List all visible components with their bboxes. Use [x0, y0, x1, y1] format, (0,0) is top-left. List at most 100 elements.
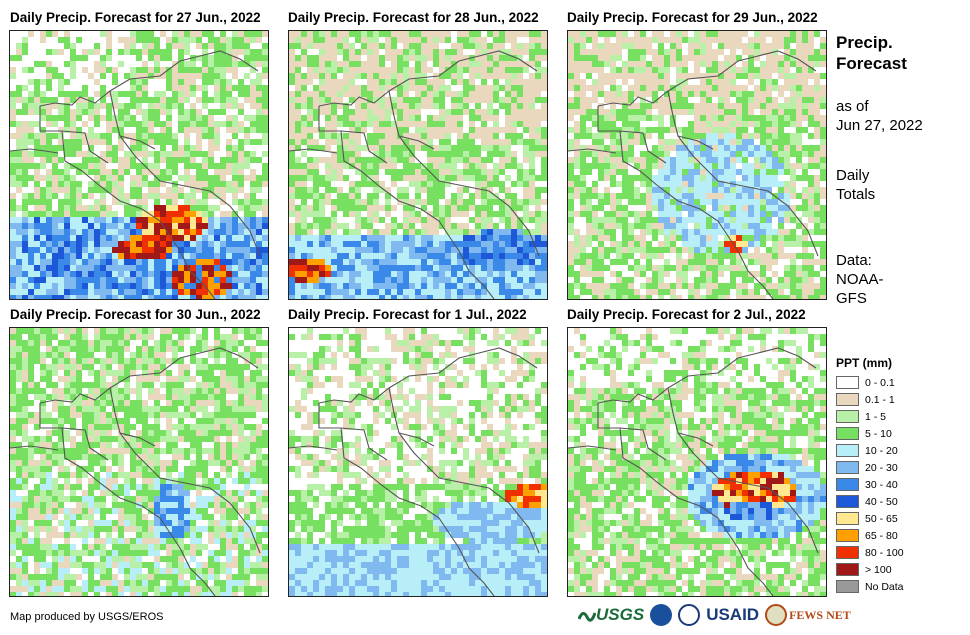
- precip-cell: [178, 295, 184, 299]
- precip-cell: [634, 37, 640, 43]
- precip-cell: [397, 43, 403, 49]
- precip-cell: [166, 139, 172, 145]
- precip-cell: [160, 145, 166, 151]
- precip-cell: [445, 181, 451, 187]
- precip-cell: [391, 229, 397, 235]
- precip-cell: [361, 133, 367, 139]
- precip-cell: [634, 103, 640, 109]
- precip-cell: [82, 97, 88, 103]
- precip-cell: [94, 205, 100, 211]
- precip-cell: [76, 247, 82, 253]
- precip-cell: [118, 193, 124, 199]
- precip-cell: [301, 97, 307, 103]
- precip-cell: [610, 61, 616, 67]
- precip-cell: [814, 115, 820, 121]
- precip-cell: [202, 31, 208, 37]
- precip-cell: [349, 55, 355, 61]
- precip-cell: [118, 259, 124, 265]
- precip-cell: [409, 235, 415, 241]
- precip-cell: [40, 127, 46, 133]
- precip-cell: [397, 103, 403, 109]
- precip-cell: [724, 157, 730, 163]
- precip-cell: [808, 73, 814, 79]
- precip-cell: [373, 43, 379, 49]
- precip-cell: [808, 115, 814, 121]
- precip-cell: [46, 79, 52, 85]
- precip-cell: [166, 193, 172, 199]
- precip-cell: [517, 163, 523, 169]
- precip-cell: [94, 259, 100, 265]
- precip-cell: [124, 163, 130, 169]
- precip-cell: [295, 49, 301, 55]
- precip-cell: [403, 127, 409, 133]
- precip-cell: [535, 199, 541, 205]
- precip-cell: [742, 181, 748, 187]
- precip-cell: [220, 235, 226, 241]
- precip-cell: [511, 253, 517, 259]
- precip-cell: [592, 79, 598, 85]
- precip-cell: [481, 247, 487, 253]
- precip-cell: [415, 289, 421, 295]
- precip-cell: [385, 175, 391, 181]
- precip-cell: [652, 157, 658, 163]
- precip-cell: [154, 151, 160, 157]
- precip-cell: [262, 265, 268, 271]
- precip-cell: [481, 139, 487, 145]
- precip-cell: [232, 163, 238, 169]
- precip-cell: [52, 103, 58, 109]
- precip-cell: [397, 217, 403, 223]
- precip-cell: [319, 289, 325, 295]
- precip-cell: [541, 37, 547, 43]
- precip-cell: [772, 103, 778, 109]
- precip-cell: [202, 241, 208, 247]
- precip-cell: [445, 79, 451, 85]
- precip-cell: [523, 277, 529, 283]
- precip-cell: [421, 289, 427, 295]
- precip-cell: [118, 103, 124, 109]
- precip-cell: [208, 163, 214, 169]
- precip-cell: [196, 241, 202, 247]
- precip-cell: [610, 97, 616, 103]
- precip-cell: [178, 55, 184, 61]
- precip-cell: [313, 115, 319, 121]
- precip-cell: [82, 127, 88, 133]
- precip-cell: [262, 151, 268, 157]
- precip-cell: [397, 163, 403, 169]
- precip-cell: [220, 151, 226, 157]
- precip-cell: [604, 127, 610, 133]
- precip-cell: [64, 235, 70, 241]
- precip-cell: [313, 49, 319, 55]
- precip-cell: [475, 283, 481, 289]
- precip-cell: [487, 91, 493, 97]
- precip-cell: [28, 283, 34, 289]
- precip-cell: [529, 73, 535, 79]
- precip-cell: [511, 49, 517, 55]
- precip-cell: [136, 247, 142, 253]
- precip-cell: [262, 205, 268, 211]
- precip-cell: [658, 145, 664, 151]
- precip-cell: [178, 97, 184, 103]
- precip-cell: [40, 61, 46, 67]
- precip-cell: [82, 217, 88, 223]
- precip-cell: [385, 187, 391, 193]
- precip-cell: [343, 67, 349, 73]
- precip-cell: [100, 235, 106, 241]
- precip-cell: [331, 139, 337, 145]
- precip-cell: [82, 229, 88, 235]
- precip-cell: [754, 73, 760, 79]
- precip-cell: [481, 67, 487, 73]
- precip-cell: [307, 157, 313, 163]
- precip-cell: [604, 55, 610, 61]
- precip-cell: [403, 49, 409, 55]
- precip-cell: [493, 55, 499, 61]
- precip-cell: [523, 121, 529, 127]
- precip-cell: [796, 175, 802, 181]
- precip-cell: [427, 265, 433, 271]
- precip-cell: [178, 115, 184, 121]
- precip-cell: [319, 193, 325, 199]
- precip-cell: [58, 73, 64, 79]
- precip-cell: [433, 61, 439, 67]
- precip-cell: [433, 259, 439, 265]
- precip-cell: [154, 169, 160, 175]
- precip-cell: [487, 43, 493, 49]
